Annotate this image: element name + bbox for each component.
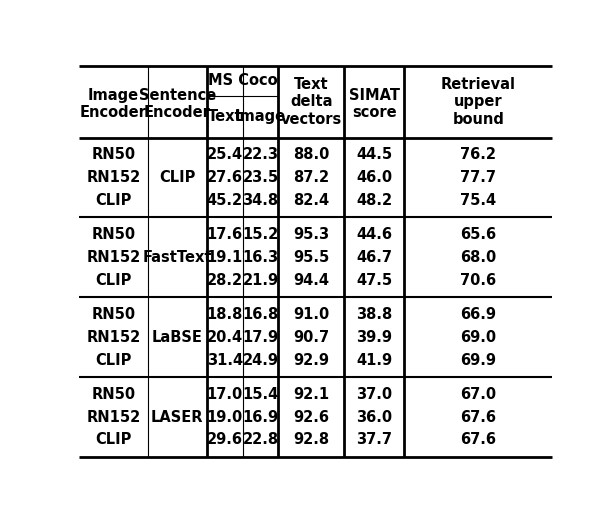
Text: LaBSE: LaBSE: [152, 330, 203, 345]
Text: 17.0: 17.0: [206, 387, 243, 402]
Text: 28.2: 28.2: [207, 273, 243, 288]
Text: RN152: RN152: [86, 410, 140, 425]
Text: CLIP: CLIP: [95, 353, 132, 368]
Text: 75.4: 75.4: [460, 193, 496, 208]
Text: 16.9: 16.9: [243, 410, 278, 425]
Text: MS Coco: MS Coco: [208, 73, 277, 88]
Text: CLIP: CLIP: [159, 170, 195, 185]
Text: Image
Encoder: Image Encoder: [80, 88, 147, 120]
Text: 16.3: 16.3: [243, 250, 278, 265]
Text: LASER: LASER: [151, 410, 203, 425]
Text: 38.8: 38.8: [356, 307, 392, 322]
Text: 69.0: 69.0: [460, 330, 496, 345]
Text: 46.7: 46.7: [357, 250, 392, 265]
Text: 22.8: 22.8: [243, 433, 278, 447]
Text: 46.0: 46.0: [357, 170, 392, 185]
Text: 70.6: 70.6: [460, 273, 496, 288]
Text: 34.8: 34.8: [243, 193, 278, 208]
Text: 27.6: 27.6: [207, 170, 243, 185]
Text: 37.0: 37.0: [357, 387, 392, 402]
Text: 39.9: 39.9: [357, 330, 392, 345]
Text: RN50: RN50: [91, 387, 136, 402]
Text: 92.1: 92.1: [293, 387, 330, 402]
Text: Image: Image: [235, 109, 286, 124]
Text: 22.3: 22.3: [243, 147, 278, 162]
Text: 90.7: 90.7: [293, 330, 330, 345]
Text: CLIP: CLIP: [95, 193, 132, 208]
Text: 44.5: 44.5: [357, 147, 392, 162]
Text: 44.6: 44.6: [357, 227, 392, 242]
Text: 65.6: 65.6: [460, 227, 496, 242]
Text: 82.4: 82.4: [293, 193, 330, 208]
Text: Retrieval
upper
bound: Retrieval upper bound: [441, 77, 516, 127]
Text: 25.4: 25.4: [207, 147, 243, 162]
Text: Text
delta
vectors: Text delta vectors: [281, 77, 342, 127]
Text: 76.2: 76.2: [460, 147, 496, 162]
Text: 95.3: 95.3: [293, 227, 330, 242]
Text: 31.4: 31.4: [207, 353, 243, 368]
Text: Sentence
Encoder: Sentence Encoder: [139, 88, 216, 120]
Text: 67.0: 67.0: [460, 387, 496, 402]
Text: 20.4: 20.4: [207, 330, 243, 345]
Text: 19.0: 19.0: [206, 410, 243, 425]
Text: FastText: FastText: [142, 250, 212, 265]
Text: 48.2: 48.2: [357, 193, 392, 208]
Text: 92.8: 92.8: [293, 433, 330, 447]
Text: RN152: RN152: [86, 250, 140, 265]
Text: 21.9: 21.9: [243, 273, 278, 288]
Text: 15.4: 15.4: [243, 387, 278, 402]
Text: 68.0: 68.0: [460, 250, 496, 265]
Text: 77.7: 77.7: [460, 170, 496, 185]
Text: 91.0: 91.0: [293, 307, 330, 322]
Text: 69.9: 69.9: [460, 353, 496, 368]
Text: 17.9: 17.9: [243, 330, 278, 345]
Text: 19.1: 19.1: [206, 250, 243, 265]
Text: RN152: RN152: [86, 170, 140, 185]
Text: 45.2: 45.2: [207, 193, 243, 208]
Text: 88.0: 88.0: [293, 147, 330, 162]
Text: 18.8: 18.8: [206, 307, 243, 322]
Text: 29.6: 29.6: [207, 433, 243, 447]
Text: 92.6: 92.6: [293, 410, 330, 425]
Text: 37.7: 37.7: [357, 433, 392, 447]
Text: 95.5: 95.5: [293, 250, 330, 265]
Text: CLIP: CLIP: [95, 273, 132, 288]
Text: 87.2: 87.2: [293, 170, 330, 185]
Text: 47.5: 47.5: [357, 273, 392, 288]
Text: 66.9: 66.9: [460, 307, 496, 322]
Text: 17.6: 17.6: [207, 227, 243, 242]
Text: 67.6: 67.6: [460, 410, 496, 425]
Text: 67.6: 67.6: [460, 433, 496, 447]
Text: 94.4: 94.4: [293, 273, 330, 288]
Text: 24.9: 24.9: [243, 353, 278, 368]
Text: 15.2: 15.2: [243, 227, 278, 242]
Text: CLIP: CLIP: [95, 433, 132, 447]
Text: 41.9: 41.9: [357, 353, 392, 368]
Text: RN50: RN50: [91, 227, 136, 242]
Text: Text: Text: [208, 109, 242, 124]
Text: SIMAT
score: SIMAT score: [349, 88, 400, 120]
Text: RN50: RN50: [91, 307, 136, 322]
Text: 92.9: 92.9: [293, 353, 330, 368]
Text: RN152: RN152: [86, 330, 140, 345]
Text: 36.0: 36.0: [357, 410, 392, 425]
Text: RN50: RN50: [91, 147, 136, 162]
Text: 16.8: 16.8: [243, 307, 278, 322]
Text: 23.5: 23.5: [243, 170, 278, 185]
